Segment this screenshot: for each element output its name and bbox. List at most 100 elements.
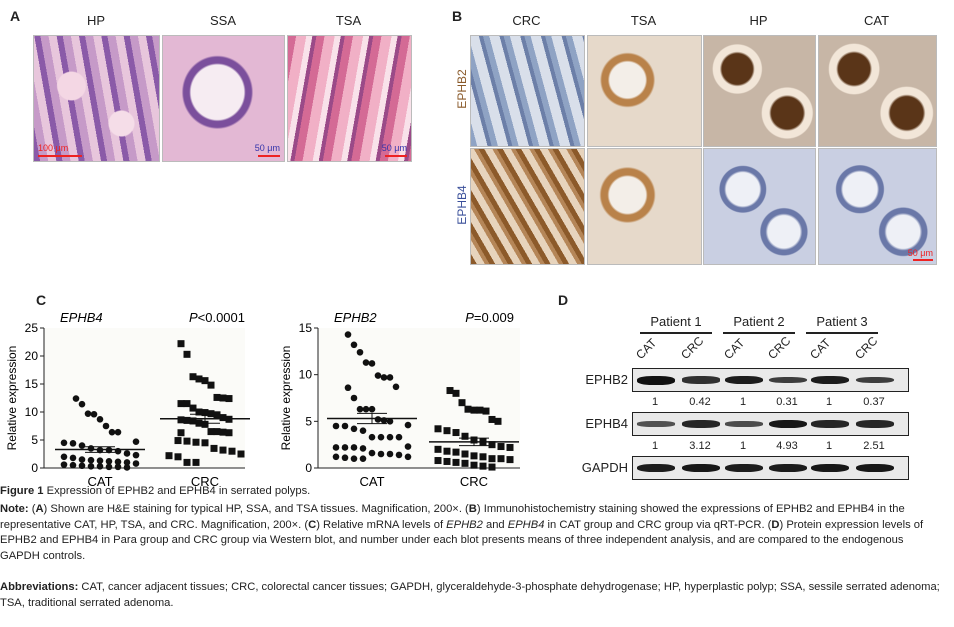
data-point: [404, 453, 412, 461]
data-point: [470, 461, 478, 469]
data-point: [368, 405, 376, 413]
data-point: [356, 405, 364, 413]
data-point: [443, 447, 451, 455]
data-point: [368, 449, 376, 457]
data-point: [69, 461, 77, 469]
lane-label: CRC: [678, 333, 707, 362]
protein-band: [769, 419, 807, 429]
data-point: [213, 393, 221, 401]
data-point: [359, 427, 367, 434]
data-point: [368, 360, 376, 367]
band-intensity-value: 1: [825, 440, 833, 452]
blot-ephb4: [632, 412, 909, 436]
figure-note: Note: (A) Shown are H&E staining for typ…: [0, 502, 945, 564]
scale-bar: [258, 155, 280, 157]
data-point: [452, 458, 460, 466]
band-intensity-value: 1: [651, 396, 659, 408]
y-tick-label: 15: [25, 377, 39, 391]
data-point: [60, 461, 68, 468]
protein-band: [637, 421, 675, 427]
data-point: [174, 453, 182, 461]
protein-band: [856, 420, 894, 428]
panel-a-label: A: [10, 8, 21, 24]
chart-title: EPHB4: [60, 310, 103, 325]
data-point: [356, 348, 364, 356]
data-point: [497, 443, 505, 451]
x-tick-label: CRC: [460, 474, 488, 489]
scale-bar-label: 50 μm: [254, 143, 280, 153]
data-point: [225, 429, 233, 437]
p-value-number: =0.009: [474, 310, 514, 325]
ihc-ephb2-hp: [703, 35, 816, 147]
note-gene: EPHB2: [446, 518, 483, 531]
protein-band: [725, 375, 763, 385]
row-label-ephb2: EPHB2: [455, 69, 469, 109]
data-point: [60, 439, 68, 447]
data-point: [72, 395, 80, 402]
data-point: [201, 377, 209, 385]
data-point: [461, 459, 469, 467]
blot-ephb2: [632, 368, 909, 392]
protein-band: [682, 420, 720, 428]
data-point: [78, 462, 86, 470]
he-image-ssa: 50 μm: [162, 35, 285, 162]
scale-bar-label: 100 μm: [38, 143, 69, 153]
data-point: [341, 444, 349, 451]
data-point: [207, 381, 215, 389]
protein-band: [811, 375, 849, 385]
y-tick-label: 10: [299, 368, 313, 382]
lane-label: CRC: [765, 333, 794, 362]
data-point: [219, 394, 227, 402]
data-point: [108, 428, 116, 436]
protein-band: [725, 421, 763, 427]
data-point: [341, 454, 349, 462]
x-tick-label: CAT: [359, 474, 384, 489]
figure-abbreviations: Abbreviations: CAT, cancer adjacent tiss…: [0, 580, 945, 611]
data-point: [219, 446, 227, 454]
data-point: [386, 433, 394, 441]
scale-bar-label: 50 μm: [381, 143, 407, 153]
data-point: [452, 448, 460, 456]
scale-bar: [385, 155, 407, 157]
lane-label: CRC: [852, 333, 881, 362]
data-point: [434, 425, 442, 433]
data-point: [332, 453, 340, 461]
p-value-symbol: P: [189, 310, 198, 325]
data-point: [488, 463, 496, 471]
chart-title: EPHB2: [334, 310, 377, 325]
data-point: [123, 464, 131, 471]
figure-title: Figure 1 Expression of EPHB2 and EPHB4 i…: [0, 484, 945, 500]
data-point: [350, 444, 358, 451]
data-point: [488, 441, 496, 449]
patient-underline: [640, 332, 712, 334]
data-point: [332, 422, 340, 430]
scale-bar: [38, 155, 82, 157]
panel-c-label: C: [36, 292, 47, 308]
p-value: P=0.009: [465, 310, 514, 325]
data-point: [177, 416, 185, 424]
data-point: [479, 462, 487, 470]
data-point: [404, 421, 412, 429]
note-text: in CAT group and CRC group via qRT-PCR. …: [544, 518, 772, 531]
data-point: [392, 383, 400, 391]
data-point: [395, 451, 403, 459]
band-intensity-value: 1: [739, 396, 747, 408]
band-intensity-value: 1: [825, 396, 833, 408]
data-point: [213, 411, 221, 419]
data-point: [386, 450, 394, 458]
protein-band: [811, 420, 849, 428]
data-point: [359, 445, 367, 452]
band-intensity-value: 3.12: [689, 440, 711, 452]
data-point: [395, 433, 403, 441]
note-text: ) Shown are H&E staining for typical HP,…: [43, 503, 469, 515]
ihc-ephb2-tsa: [587, 35, 702, 147]
data-point: [350, 455, 358, 462]
p-value-symbol: P: [465, 310, 474, 325]
data-point: [78, 442, 86, 449]
data-point: [350, 341, 358, 349]
data-point: [479, 453, 487, 461]
ihc-ephb2-cat: [818, 35, 937, 147]
data-point: [443, 427, 451, 435]
data-point: [177, 340, 185, 348]
